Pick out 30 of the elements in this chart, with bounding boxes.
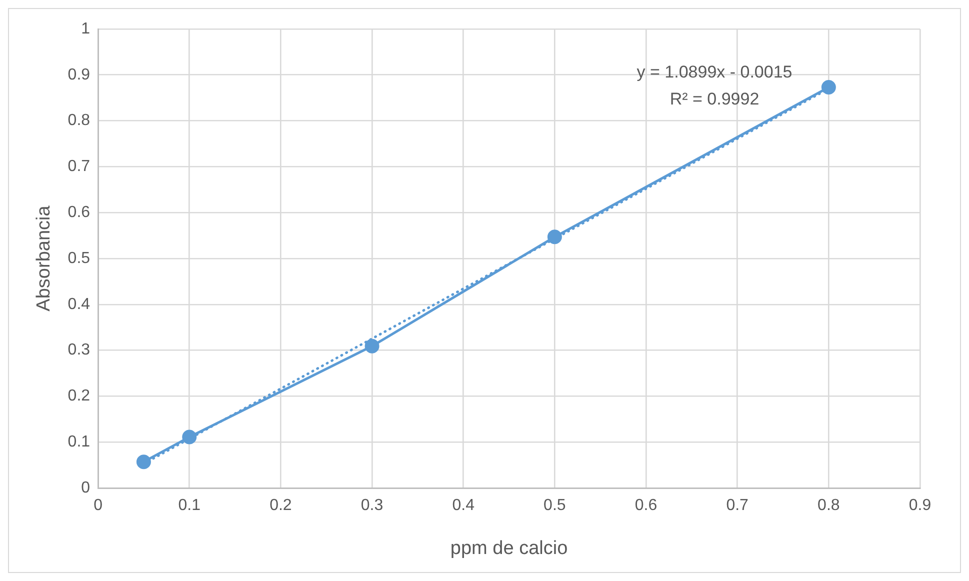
- x-tick-label: 0.6: [634, 497, 658, 514]
- x-tick-label: 0.5: [544, 497, 566, 514]
- x-tick-label: 0.2: [270, 497, 292, 514]
- y-tick-label: 0.9: [68, 66, 90, 84]
- y-tick-label: 0.3: [68, 342, 90, 359]
- y-tick-label: 0.2: [68, 388, 90, 405]
- x-tick-label: 0: [94, 497, 103, 514]
- x-axis-title: ppm de calcio: [450, 538, 568, 559]
- point: [821, 80, 836, 95]
- annotation: R² = 0.9992: [670, 90, 760, 109]
- x-tick-label: 0.7: [726, 497, 749, 514]
- point: [547, 230, 562, 244]
- x-tick-label: 0.1: [178, 497, 201, 514]
- point: [182, 430, 197, 444]
- x-tick-label: 0.4: [452, 497, 475, 514]
- y-axis-title: Absorbancia: [34, 205, 55, 312]
- x-tick-label: 0.3: [360, 497, 384, 514]
- y-tick-label: 0.7: [68, 158, 90, 176]
- point: [136, 454, 151, 470]
- y-tick-label: 0.4: [68, 296, 90, 313]
- y-tick-label: 0.6: [68, 204, 90, 222]
- y-tick-label: 0: [81, 479, 90, 496]
- x-tick-label: 0.8: [818, 497, 840, 514]
- x-tick-label: 0.9: [908, 497, 932, 514]
- point: [364, 338, 380, 354]
- y-tick-label: 0.5: [68, 250, 90, 267]
- y-tick-label: 0.8: [68, 112, 90, 130]
- y-tick-label: 1: [81, 20, 90, 38]
- annotation: y = 1.0899x - 0.0015: [636, 62, 792, 82]
- y-tick-label: 0.1: [68, 434, 90, 451]
